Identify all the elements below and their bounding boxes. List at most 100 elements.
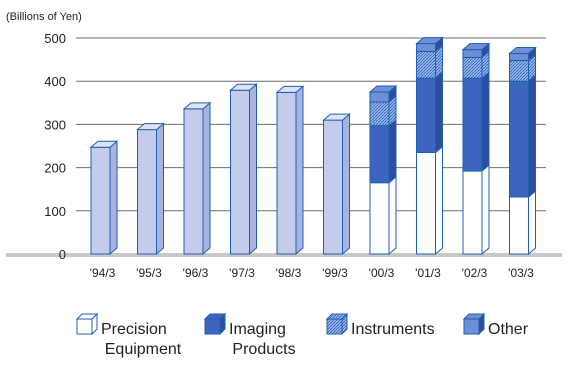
precision-equipment-bar-segment-front [369, 182, 390, 255]
instruments-bar-segment-front [462, 56, 483, 79]
x-tick-label: '03/3 [508, 266, 534, 280]
other-bar-segment-front [416, 43, 436, 52]
other-bar-segment [415, 36, 444, 53]
other-bar-segment-top [368, 85, 398, 93]
instruments-bar-segment [416, 44, 443, 80]
other-bar-segment [368, 84, 398, 104]
x-tick-label: '97/3 [229, 266, 255, 280]
legend-item: Instruments [325, 312, 435, 338]
instruments-bar-segment-front [509, 59, 529, 82]
legend-swatch-front [204, 318, 221, 335]
imaging-products-bar-segment-front [416, 77, 436, 153]
legend-item: Imaging Products [203, 312, 296, 358]
imaging-products-bar-segment-side [388, 118, 397, 184]
total-bar [229, 83, 258, 256]
total-bar-side [202, 101, 211, 256]
imaging-products-bar-segment [416, 71, 443, 154]
legend-label: Other [488, 321, 529, 338]
legend-label-line2: Products [232, 341, 295, 358]
total-bar-top [275, 85, 305, 93]
x-tick-label: '02/3 [462, 266, 488, 280]
legend-label: Imaging [229, 321, 286, 338]
other-bar-segment [461, 42, 491, 59]
x-tick-label: '99/3 [322, 266, 348, 280]
total-bar-front [323, 119, 343, 255]
instruments-bar-segment-front [369, 101, 390, 127]
total-bar-side [295, 85, 304, 256]
total-bar-top [136, 123, 165, 131]
other-bar-segment [508, 46, 537, 62]
legend-item: Other [462, 312, 529, 338]
total-bar-side [156, 122, 164, 256]
precision-equipment-bar-segment-front [509, 196, 529, 255]
y-tick-label: 300 [44, 117, 66, 132]
legend-label-line2: Equipment [105, 341, 182, 358]
imaging-products-bar-segment-front [509, 80, 529, 198]
x-tick-label: '98/3 [276, 266, 302, 280]
legend-swatch-top [203, 313, 227, 320]
other-bar-segment-top [508, 47, 537, 55]
total-bar-top [322, 113, 351, 121]
imaging-products-bar-segment-side [481, 71, 490, 173]
imaging-products-bar-segment-side [435, 71, 443, 154]
total-bar-side [249, 83, 257, 256]
total-bar-front [230, 89, 250, 255]
legend: Precision Equipment Imaging Products Instrum… [75, 312, 529, 358]
x-tick-label: '94/3 [90, 266, 116, 280]
y-tick-label: 500 [44, 31, 66, 46]
imaging-products-bar-segment-front [462, 77, 483, 172]
imaging-products-bar-segment [462, 71, 490, 173]
other-bar-segment-top [415, 37, 444, 45]
y-tick-label: 100 [44, 204, 66, 219]
other-bar-segment-front [509, 53, 529, 61]
legend-swatch-top [325, 313, 349, 320]
total-bar [89, 140, 119, 256]
precision-equipment-bar-segment-side [435, 145, 443, 256]
total-bar-front [276, 91, 297, 255]
legend-swatch-front [463, 318, 480, 335]
total-bar-top [182, 102, 212, 110]
precision-equipment-bar-segment-side [388, 175, 397, 256]
precision-equipment-bar-segment-front [416, 151, 436, 255]
instruments-bar-segment [462, 50, 490, 80]
total-bar-front [137, 129, 157, 255]
other-bar-segment-front [462, 49, 483, 58]
total-bar-front [183, 108, 204, 255]
x-tick-label: '96/3 [183, 266, 209, 280]
total-bar [322, 112, 351, 256]
imaging-products-bar-segment [369, 118, 397, 184]
legend-item: Precision Equipment [75, 312, 182, 358]
imaging-products-bar-segment [509, 74, 536, 199]
total-bar [136, 122, 165, 256]
total-bar-top [229, 83, 258, 91]
legend-swatch-front [76, 318, 93, 335]
bars [89, 36, 537, 256]
precision-equipment-bar-segment-side [528, 189, 536, 256]
other-bar-segment-top [461, 43, 491, 51]
y-tick-label: 0 [59, 247, 66, 262]
legend-swatch-top [462, 313, 486, 320]
y-tick-label: 200 [44, 161, 66, 176]
total-bar [275, 85, 305, 256]
total-bar-side [342, 112, 350, 256]
precision-equipment-bar-segment-side [481, 163, 490, 256]
imaging-products-bar-segment-front [369, 125, 390, 184]
x-tick-label: '01/3 [415, 266, 441, 280]
y-tick-label: 400 [44, 74, 66, 89]
legend-label: Instruments [351, 321, 435, 338]
total-bar-front [90, 146, 111, 255]
precision-equipment-bar-segment-front [462, 170, 483, 255]
y-unit-label: (Billions of Yen) [6, 11, 82, 23]
other-bar-segment-front [369, 91, 390, 103]
instruments-bar-segment-front [416, 50, 436, 79]
legend-swatch-top [75, 313, 99, 320]
precision-equipment-bar-segment [416, 145, 443, 256]
y-axis-ticks: 0 100 200 300 400 500 [44, 31, 66, 262]
baseline [6, 253, 562, 257]
x-tick-label: '00/3 [369, 266, 395, 280]
legend-label: Precision [101, 321, 167, 338]
legend-swatch-front [326, 318, 343, 335]
imaging-products-bar-segment-side [528, 74, 536, 199]
